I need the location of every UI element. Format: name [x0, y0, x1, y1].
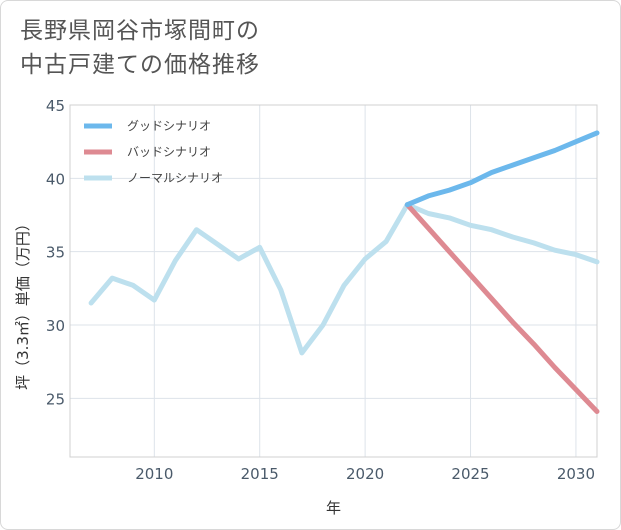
- series-line-2: [88, 202, 600, 356]
- x-tick-label: 2020: [346, 465, 384, 483]
- chart-title-line-2: 中古戸建ての価格推移: [20, 52, 260, 78]
- series-lines: [88, 130, 600, 414]
- y-tick-label: 40: [46, 170, 65, 188]
- x-tick-label: 2015: [241, 465, 279, 483]
- chart-title-line-1: 長野県岡谷市塚間町の: [20, 18, 260, 44]
- series-line-0: [404, 130, 600, 208]
- legend-label-2: ノーマルシナリオ: [127, 171, 223, 185]
- plot-border: [69, 104, 598, 458]
- x-tick-label: 2025: [451, 465, 489, 483]
- legend-label-1: バッドシナリオ: [127, 145, 211, 159]
- x-tick-label: 2030: [557, 465, 595, 483]
- x-tick-labels: 2010 2015 2020 2025 2030: [135, 465, 595, 483]
- series-line-1: [404, 202, 600, 414]
- y-tick-label: 35: [46, 244, 65, 262]
- y-axis-title: 坪（3.3㎡）単価（万円）: [14, 216, 32, 390]
- x-tick-label: 2010: [135, 465, 173, 483]
- y-tick-label: 25: [46, 390, 65, 408]
- x-axis-title: 年: [326, 499, 341, 517]
- legend-label-0: グッドシナリオ: [127, 119, 211, 133]
- y-tick-label: 45: [46, 97, 65, 115]
- y-tick-labels: 25 30 35 40 45: [46, 97, 65, 408]
- chart-title: 長野県岡谷市塚間町の 中古戸建ての価格推移: [20, 14, 260, 82]
- y-tick-label: 30: [46, 317, 65, 335]
